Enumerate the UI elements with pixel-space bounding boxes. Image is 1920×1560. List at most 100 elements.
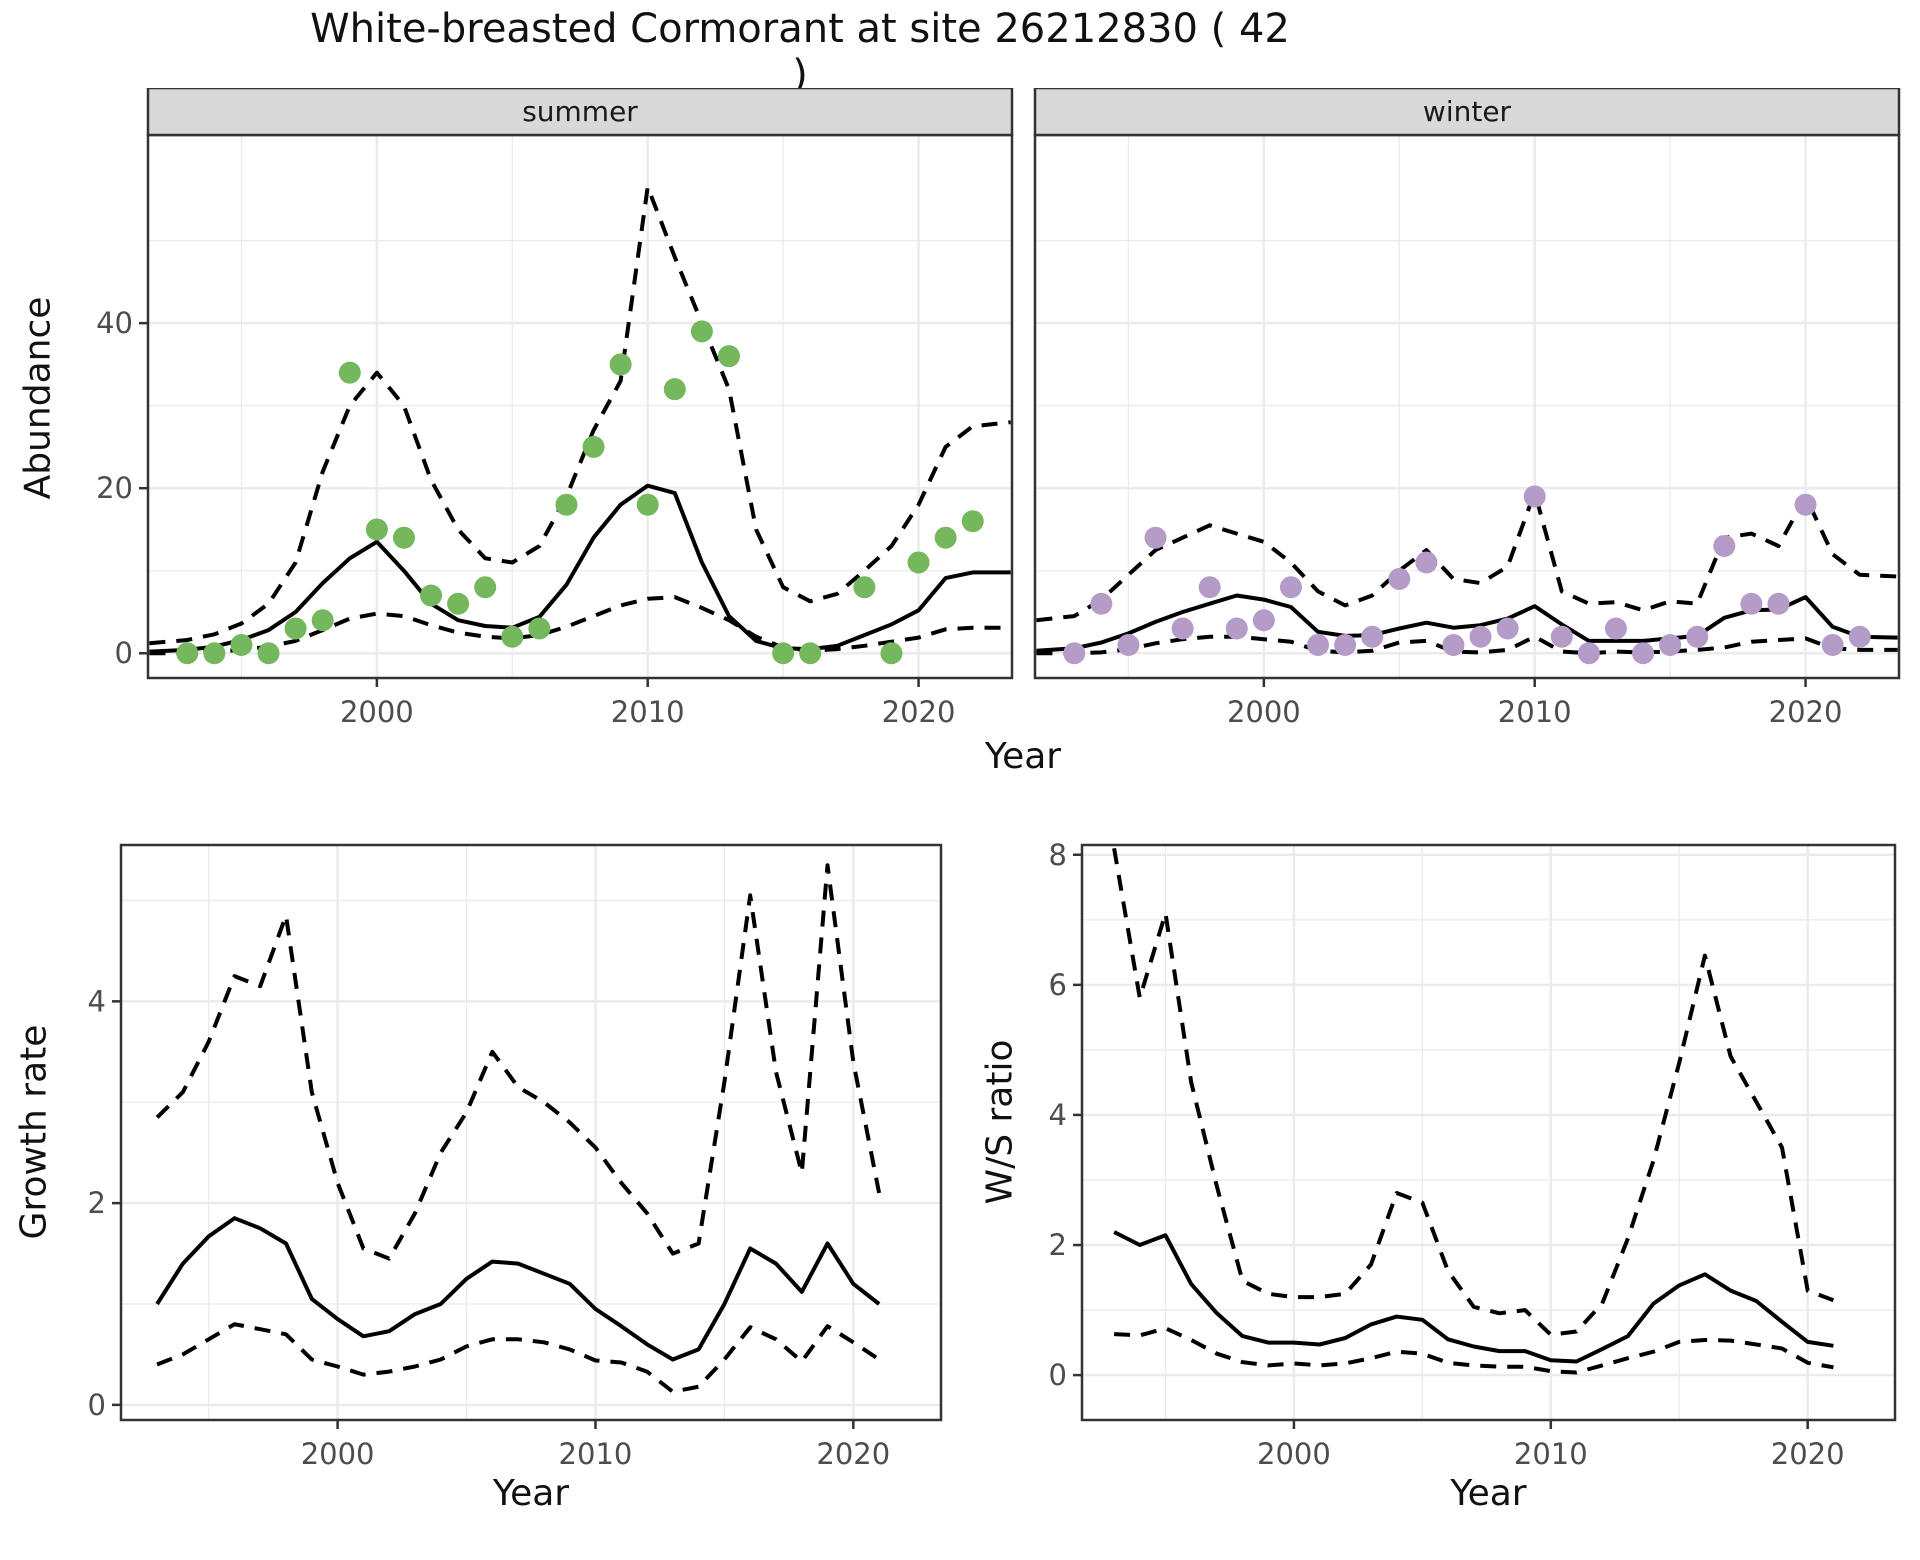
observed-data-point <box>1713 534 1736 557</box>
observed-data-point <box>338 361 361 384</box>
ci_lower-line <box>149 595 1011 656</box>
x-tick-label: 2010 <box>611 695 685 729</box>
observed-data-point <box>1361 625 1384 648</box>
plot-title: White-breasted Cormorant at site 2621283… <box>310 6 1290 98</box>
observed-data-point <box>1415 551 1438 574</box>
y-tick-label: 2 <box>88 1186 106 1220</box>
observed-data-point <box>663 378 686 401</box>
observed-data-point <box>1821 633 1844 656</box>
facet-strip <box>146 86 1014 137</box>
x-tick-label: 2010 <box>559 1437 633 1471</box>
panel-background <box>148 135 1012 678</box>
observed-data-point <box>582 435 605 458</box>
observed-data-point <box>1659 633 1682 656</box>
ci_upper-line <box>1036 490 1898 623</box>
ws-axis-title: W/S ratio <box>979 1039 1021 1205</box>
panel-border <box>1080 843 1897 1422</box>
ci_lower-line <box>156 1322 881 1394</box>
observed-data-point <box>1848 625 1871 648</box>
observed-data-point <box>1171 617 1194 640</box>
ci_upper-line <box>149 185 1011 646</box>
observed-data-point <box>447 592 470 615</box>
x-axis-title: Year <box>1449 1473 1526 1514</box>
facet-strip <box>1033 86 1901 137</box>
fit-line <box>1113 1230 1834 1364</box>
x-axis-title: Year <box>492 1473 569 1514</box>
growth-rate-svg: 2000 2010 2020 0 2 4 Year <box>88 843 943 1514</box>
observed-data-point <box>799 642 822 665</box>
x-tick-label: 2010 <box>1498 695 1572 729</box>
observed-data-point <box>501 625 524 648</box>
observed-data-point <box>880 642 903 665</box>
data-layer <box>1036 485 1898 665</box>
observed-data-point <box>555 493 578 516</box>
ci_lower-line <box>1036 634 1898 656</box>
observed-data-point <box>1794 493 1817 516</box>
abundance-axis-title: Abundance <box>17 296 59 500</box>
panel-border <box>119 843 943 1422</box>
observed-data-point <box>1225 617 1248 640</box>
y-tick-label: 4 <box>1049 1098 1067 1132</box>
observed-data-point <box>1252 609 1275 632</box>
y-tick-label: 0 <box>1049 1358 1067 1392</box>
observed-data-point <box>1198 576 1221 599</box>
x-tick-label: 2020 <box>1771 1437 1845 1471</box>
observed-data-point <box>1388 567 1411 590</box>
observed-data-point <box>934 526 957 549</box>
x-tick-label: 2020 <box>816 1437 890 1471</box>
panel-background <box>1082 845 1895 1420</box>
panel-background <box>1035 135 1899 678</box>
y-tick-label: 0 <box>115 636 133 670</box>
facet-strip-label: summer <box>522 95 638 128</box>
observed-data-point <box>474 576 497 599</box>
observed-data-point <box>257 642 280 665</box>
observed-data-point <box>1442 633 1465 656</box>
observed-data-point <box>853 576 876 599</box>
x-tick-label: 2020 <box>882 695 956 729</box>
observed-data-point <box>1523 485 1546 508</box>
observed-data-point <box>1063 642 1086 665</box>
y-tick-label: 2 <box>1049 1228 1067 1262</box>
y-tick-label: 8 <box>1049 838 1067 872</box>
fit-line <box>149 483 1011 654</box>
fit-line <box>155 1216 881 1362</box>
ci_upper-line <box>1112 847 1835 1337</box>
observed-data-point <box>1469 625 1492 648</box>
observed-data-point <box>420 584 443 607</box>
observed-data-point <box>1740 592 1763 615</box>
data-layer <box>155 863 882 1394</box>
observed-data-point <box>1550 625 1573 648</box>
x-tick-label: 2000 <box>1257 1437 1331 1471</box>
observed-data-point <box>1632 642 1655 665</box>
observed-data-point <box>176 642 199 665</box>
x-tick-label: 2000 <box>1227 695 1301 729</box>
data-layer <box>149 185 1011 665</box>
y-tick-label: 20 <box>96 471 133 505</box>
observed-data-point <box>1686 625 1709 648</box>
abundance-summer-panel: summer 2000 2010 2020 0 20 40 <box>88 86 1032 767</box>
observed-data-point <box>961 510 984 533</box>
y-tick-label: 6 <box>1049 968 1067 1002</box>
x-tick-label: 2010 <box>1514 1437 1588 1471</box>
panel-background <box>121 845 941 1420</box>
x-tick-label: 2020 <box>1769 695 1843 729</box>
observed-data-point <box>907 551 930 574</box>
observed-data-point <box>1604 617 1627 640</box>
observed-data-point <box>1496 617 1519 640</box>
observed-data-point <box>365 518 388 541</box>
abundance-xaxis-title: Year <box>984 736 1062 777</box>
observed-data-point <box>528 617 551 640</box>
facet-strip-label: winter <box>1423 95 1512 128</box>
abundance-winter-svg: winter 2000 2010 2020 <box>1033 86 1901 729</box>
observed-data-point <box>284 617 307 640</box>
observed-data-point <box>609 353 632 376</box>
ci_upper-line <box>155 863 882 1261</box>
y-tick-label: 40 <box>96 306 133 340</box>
observed-data-point <box>1334 633 1357 656</box>
observed-data-point <box>717 345 740 368</box>
ws-ratio-panel: 2000 2010 2020 0 2 4 6 8 Year <box>1022 835 1915 1519</box>
ws-ratio-svg: 2000 2010 2020 0 2 4 6 8 Year <box>1049 838 1897 1514</box>
observed-data-point <box>230 633 253 656</box>
abundance-winter-panel: winter 2000 2010 2020 <box>1025 86 1919 767</box>
observed-data-point <box>1117 633 1140 656</box>
